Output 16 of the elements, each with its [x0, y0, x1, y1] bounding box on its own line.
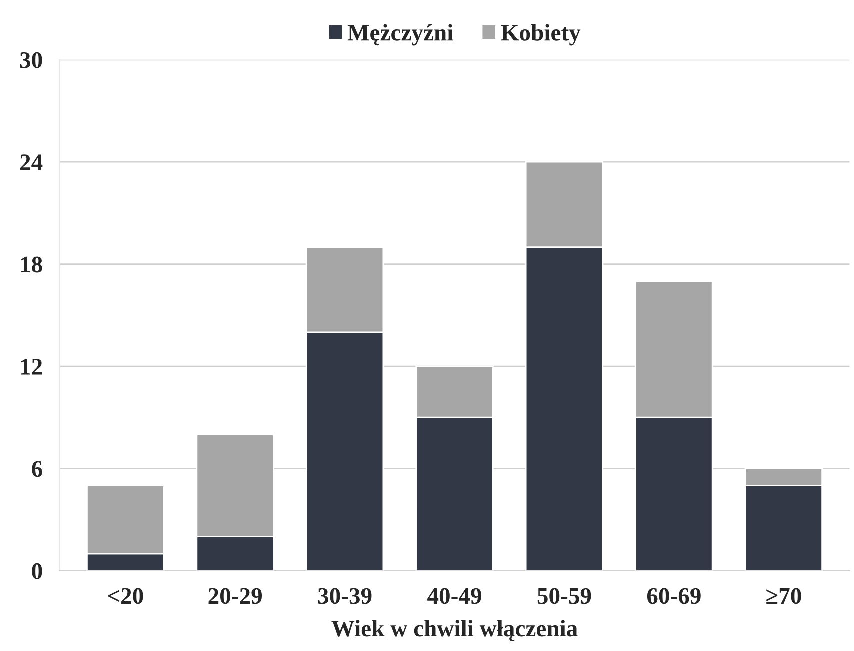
- legend-label: Mężczyźni: [348, 24, 454, 46]
- y-tick-label: 30: [20, 52, 42, 68]
- y-tick-label: 18: [21, 256, 42, 273]
- y-tick-label: 12: [21, 359, 42, 375]
- y-tick-label: 24: [20, 154, 43, 170]
- y-tick-label: 0: [32, 563, 42, 580]
- x-tick-label: 20-29: [208, 588, 262, 604]
- x-tick-label: ≥70: [766, 588, 802, 604]
- x-tick-label: 60-69: [647, 588, 701, 604]
- legend-label: Kobiety: [501, 24, 581, 46]
- x-tick-label: 30-39: [318, 588, 372, 604]
- x-tick-label: <20: [108, 588, 144, 604]
- y-tick-label: 6: [32, 461, 42, 478]
- x-tick-label: 40-49: [428, 588, 482, 604]
- x-axis-title: Wiek w chwili włączenia: [332, 620, 578, 642]
- x-tick-label: 50-59: [538, 588, 592, 604]
